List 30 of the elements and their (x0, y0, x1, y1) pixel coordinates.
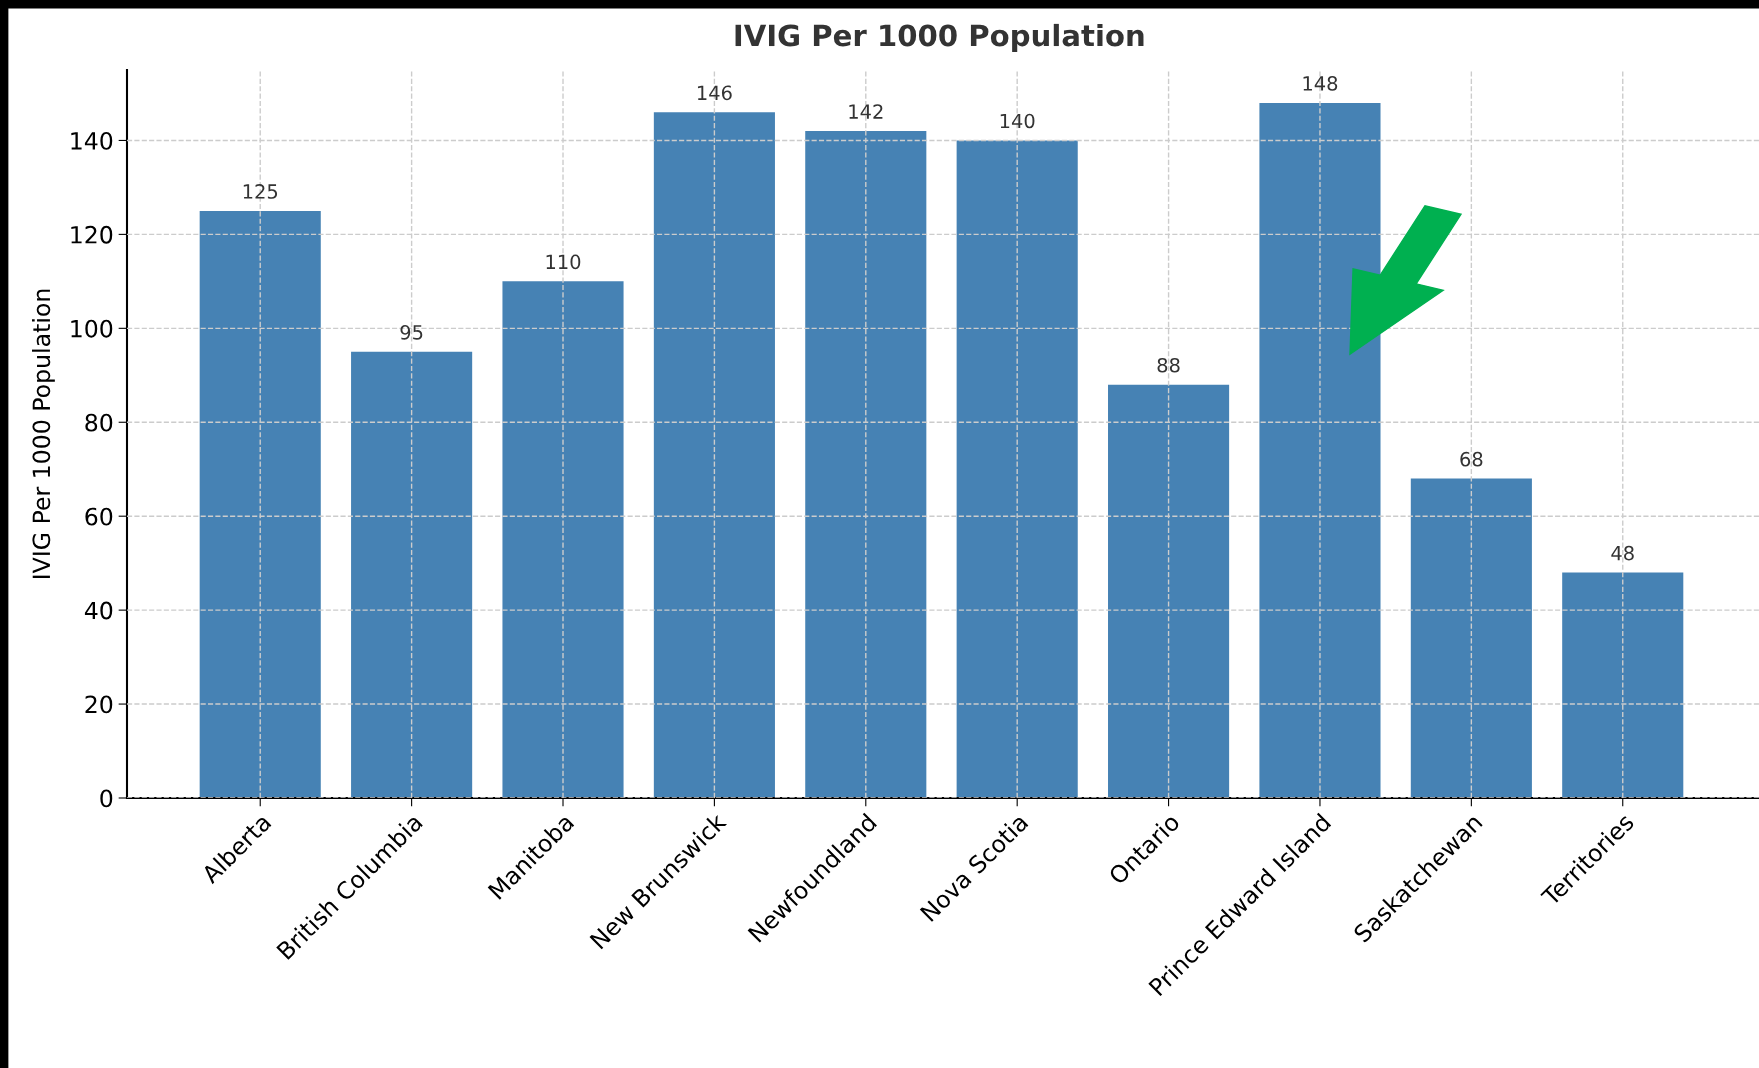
bar (1108, 384, 1230, 798)
data-label: 140 (1000, 113, 1035, 129)
bar (805, 131, 927, 798)
data-label: 110 (546, 254, 581, 270)
y-tick-label: 140 (71, 131, 113, 150)
bar (653, 112, 775, 798)
bar (199, 210, 321, 798)
y-tick-label: 100 (71, 319, 113, 338)
data-label: 88 (1157, 357, 1180, 373)
bar (1410, 478, 1532, 798)
data-label: 142 (849, 104, 883, 119)
data-label: 68 (1460, 451, 1483, 467)
y-axis-title: IVIG Per 1000 Population (32, 289, 55, 578)
bar (502, 281, 624, 798)
y-tick-label: 80 (85, 413, 113, 432)
bar (1562, 572, 1684, 798)
bar (1259, 102, 1381, 798)
data-label: 146 (697, 85, 732, 101)
bar (351, 351, 473, 798)
chart-title: IVIG Per 1000 Population (735, 23, 1144, 53)
bar (956, 140, 1078, 798)
data-label: 125 (243, 184, 278, 199)
y-tick-label: 20 (85, 695, 113, 714)
data-label: 95 (400, 325, 423, 340)
data-label: 48 (1611, 545, 1634, 561)
data-label: 148 (1303, 76, 1338, 91)
y-tick-label: 60 (85, 507, 113, 526)
y-tick-label: 0 (100, 789, 113, 808)
y-tick-label: 40 (84, 601, 113, 620)
y-tick-label: 120 (71, 225, 113, 244)
